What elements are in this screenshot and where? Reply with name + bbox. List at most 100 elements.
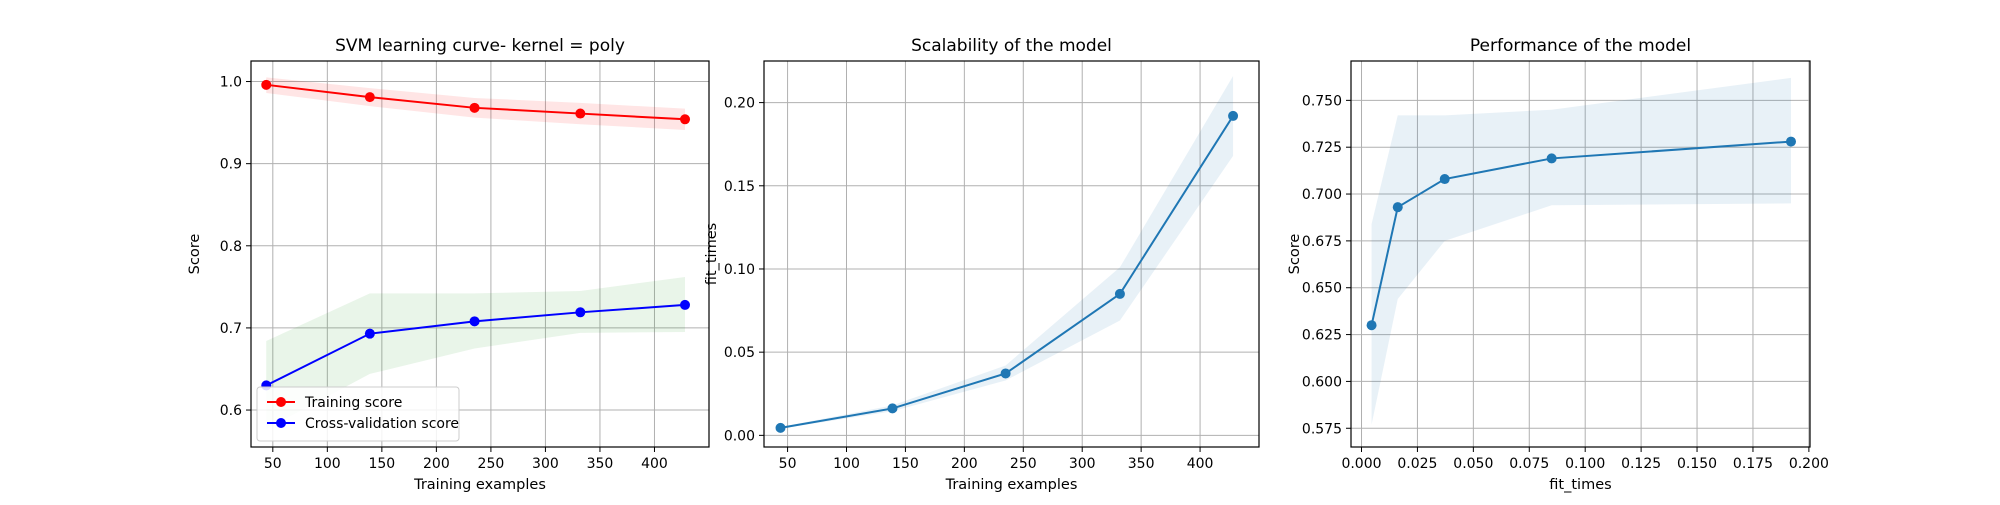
- x-tick-label: 200: [423, 456, 450, 472]
- chart-title: SVM learning curve- kernel = poly: [335, 36, 625, 56]
- x-tick-label: 300: [1069, 456, 1096, 472]
- x-tick-label: 0.100: [1565, 456, 1605, 472]
- x-axis-label: fit_times: [1549, 477, 1611, 493]
- x-tick-label: 100: [314, 456, 341, 472]
- plot-frame: [250, 60, 710, 448]
- y-axis-label: Score: [187, 234, 203, 275]
- data-point: [575, 108, 586, 119]
- x-tick-label: 0.175: [1733, 456, 1773, 472]
- x-tick-label: 50: [779, 456, 797, 472]
- legend-marker: [276, 418, 286, 428]
- x-tick-label: 200: [951, 456, 978, 472]
- x-tick-label: 250: [1010, 456, 1037, 472]
- plot-area: [764, 61, 1259, 447]
- x-tick-label: 350: [587, 456, 614, 472]
- chart-title: Performance of the model: [1470, 36, 1691, 56]
- plot-frame: [763, 60, 1260, 448]
- y-axis: 0.6 0.7 0.8 0.9 1.0: [220, 75, 251, 419]
- data-point: [680, 299, 691, 310]
- legend-label: Training score: [304, 395, 402, 411]
- y-axis-label: fit_times: [704, 223, 720, 285]
- x-axis: 50 100 150 200 250 300 350 400: [779, 447, 1214, 472]
- legend-box: [256, 386, 460, 442]
- confidence-band-1: [1371, 77, 1791, 425]
- gridlines: [1351, 61, 1810, 447]
- data-point: [575, 307, 586, 318]
- y-tick-label: 0.05: [724, 345, 755, 361]
- chart-3: 0.000 0.025 0.050 0.075 0.100 0.125 0.150 0.175…: [1287, 36, 1829, 493]
- x-axis-label: Training examples: [945, 477, 1078, 493]
- x-tick-label: 0.000: [1341, 456, 1381, 472]
- y-axis-label: Score: [1287, 234, 1303, 275]
- x-tick-label: 0.125: [1621, 456, 1661, 472]
- y-tick-label: 0.9: [220, 157, 242, 173]
- y-tick-label: 0.750: [1302, 93, 1342, 109]
- y-tick-label: 0.650: [1302, 281, 1342, 297]
- y-tick-label: 0.6: [220, 403, 242, 419]
- gridlines: [764, 61, 1259, 447]
- x-tick-label: 350: [1128, 456, 1155, 472]
- plot-content: [1366, 77, 1796, 425]
- y-tick-label: 0.700: [1302, 187, 1342, 203]
- x-axis: 50 100 150 200 250 300 350 400: [264, 447, 668, 472]
- y-tick-label: 0.15: [724, 179, 755, 195]
- y-tick-label: 0.625: [1302, 328, 1342, 344]
- data-point: [1785, 136, 1796, 147]
- y-tick-label: 0.8: [220, 239, 242, 255]
- data-point: [1000, 368, 1011, 379]
- x-tick-label: 400: [641, 456, 668, 472]
- plot-content: [775, 75, 1239, 433]
- chart-1: 50 100 150 200 250 300 350 400 0.6 0.7 0.8 0.9 1.0 Tr…: [187, 36, 710, 493]
- data-point: [1228, 110, 1239, 121]
- data-point: [364, 92, 375, 103]
- y-axis: 0.575 0.600 0.625 0.650 0.675 0.700 0.725 0.750: [1302, 93, 1351, 437]
- plot-frame: [1350, 60, 1811, 448]
- x-tick-label: 250: [478, 456, 505, 472]
- legend-marker: [276, 397, 286, 407]
- x-tick-label: 150: [368, 456, 395, 472]
- x-tick-label: 150: [892, 456, 919, 472]
- x-tick-label: 100: [833, 456, 860, 472]
- x-axis: 0.000 0.025 0.050 0.075 0.100 0.125 0.150 0.175…: [1341, 447, 1829, 472]
- y-tick-label: 0.7: [220, 321, 242, 337]
- x-tick-label: 0.050: [1453, 456, 1493, 472]
- y-tick-label: 0.20: [724, 96, 755, 112]
- data-point: [775, 422, 786, 433]
- y-axis: 0.00 0.05 0.10 0.15 0.20: [724, 96, 764, 444]
- data-point: [680, 114, 691, 125]
- chart-title: Scalability of the model: [911, 36, 1112, 56]
- x-tick-label: 50: [264, 456, 282, 472]
- x-tick-label: 400: [1187, 456, 1214, 472]
- data-point: [1366, 320, 1377, 331]
- legend: Training score Cross-validation score: [256, 386, 460, 442]
- data-point: [1392, 202, 1403, 213]
- x-tick-label: 0.150: [1677, 456, 1717, 472]
- plot-area: [1351, 61, 1810, 447]
- data-point: [1114, 288, 1125, 299]
- x-axis-label: Training examples: [413, 477, 546, 493]
- x-tick-label: 0.075: [1509, 456, 1549, 472]
- data-point: [469, 316, 480, 327]
- x-tick-label: 0.025: [1397, 456, 1437, 472]
- y-tick-label: 0.10: [724, 262, 755, 278]
- chart-2: 50 100 150 200 250 300 350 4000.000.050.100.150…: [704, 36, 1260, 493]
- data-point: [364, 328, 375, 339]
- confidence-band-1: [780, 75, 1234, 429]
- plot-content: [261, 77, 691, 429]
- y-tick-label: 0.675: [1302, 234, 1342, 250]
- y-tick-label: 0.725: [1302, 140, 1342, 156]
- y-tick-label: 0.00: [724, 428, 755, 444]
- data-point: [261, 79, 272, 90]
- x-tick-label: 0.200: [1789, 456, 1829, 472]
- data-point: [1546, 153, 1557, 164]
- data-point: [887, 403, 898, 414]
- legend-label: Cross-validation score: [305, 416, 459, 432]
- data-point: [469, 102, 480, 113]
- x-tick-label: 300: [532, 456, 559, 472]
- data-point: [1439, 174, 1450, 185]
- y-tick-label: 0.575: [1302, 421, 1342, 437]
- y-tick-label: 1.0: [220, 75, 242, 91]
- y-tick-label: 0.600: [1302, 374, 1342, 390]
